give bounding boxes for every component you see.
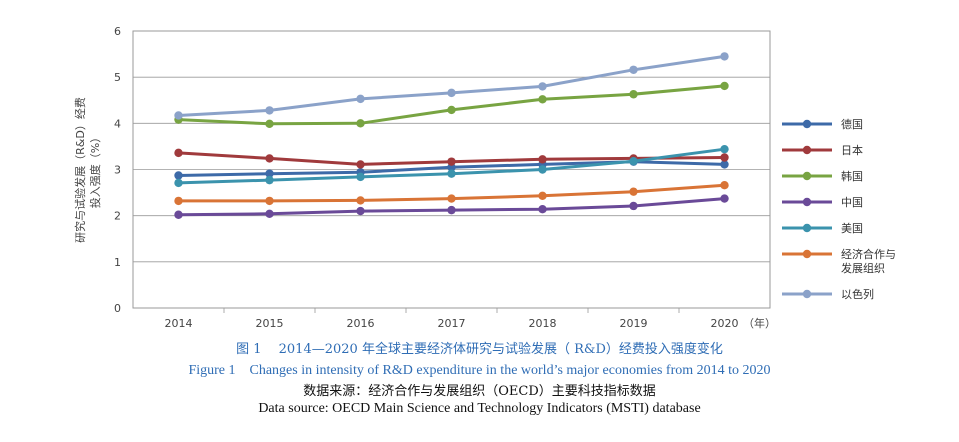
data-point — [720, 52, 729, 61]
data-point — [356, 94, 365, 104]
y-axis-title-line2: 投入强度（%） — [88, 132, 102, 208]
figure-caption-cn: 图 1 2014—2020 年全球主要经济体研究与试验发展（ R&D）经费投入强… — [236, 342, 723, 357]
x-axis-unit: （年） — [743, 316, 776, 330]
y-tick-label: 1 — [114, 256, 121, 269]
figure-caption-en: Figure 1 Changes in intensity of R&D exp… — [188, 363, 771, 378]
x-tick-label: 2015 — [256, 317, 284, 330]
data-point — [174, 196, 183, 206]
data-point — [174, 171, 183, 180]
data-point — [538, 82, 547, 91]
legend-label: 美国 — [841, 222, 863, 235]
series-lines — [174, 52, 729, 219]
data-point — [174, 111, 183, 120]
y-tick-label: 4 — [114, 117, 121, 130]
data-point — [265, 119, 274, 128]
legend-label-continued: 发展组织 — [841, 261, 885, 275]
data-point — [356, 196, 365, 205]
data-point — [356, 172, 365, 182]
data-point — [629, 187, 638, 196]
data-point — [720, 153, 729, 162]
y-tick-label: 5 — [114, 71, 121, 84]
y-tick-label: 6 — [114, 25, 121, 38]
x-tick-label: 2020 — [711, 317, 739, 330]
x-tick-label: 2014 — [165, 317, 193, 330]
data-point — [720, 180, 729, 190]
data-point — [720, 144, 729, 154]
data-point — [720, 160, 729, 169]
legend-swatch-marker — [802, 289, 812, 299]
data-point — [447, 157, 456, 166]
data-point — [356, 206, 365, 216]
line-chart: 0 1 2 3 4 5 6 2014 2015 2016 2017 2018 2019 2020 德国日本… — [73, 25, 896, 330]
data-point — [265, 196, 274, 206]
data-point — [447, 194, 456, 203]
y-tick-label: 0 — [114, 302, 121, 315]
data-point — [265, 175, 274, 185]
x-tick-label: 2018 — [529, 317, 557, 330]
x-tick-label: 2019 — [620, 317, 648, 330]
axes: 0 1 2 3 4 5 6 2014 2015 2016 2017 2018 2019 2020 — [114, 25, 739, 330]
legend-swatch-marker — [802, 119, 812, 129]
legend-label: 日本 — [841, 143, 863, 157]
data-point — [629, 201, 638, 211]
data-point — [447, 88, 456, 98]
data-point — [538, 205, 547, 214]
data-point — [720, 194, 729, 203]
legend-swatch-marker — [802, 249, 812, 259]
data-source-cn: 数据来源：经济合作与发展组织（OECD）主要科技指标数据 — [303, 384, 656, 399]
data-point — [629, 90, 638, 99]
y-tick-label: 2 — [114, 210, 121, 223]
data-point — [629, 156, 638, 166]
legend-label: 韩国 — [841, 169, 863, 183]
data-point — [265, 209, 274, 219]
data-point — [265, 106, 274, 115]
legend-swatch-marker — [802, 171, 812, 181]
data-point — [538, 165, 547, 174]
data-point — [538, 191, 547, 201]
data-point — [447, 105, 456, 115]
y-axis-title-line1: 研究与试验发展（R&D）经费 — [73, 97, 87, 243]
data-point — [447, 169, 456, 178]
data-point — [356, 119, 365, 128]
legend-swatch-marker — [802, 223, 812, 233]
y-tick-label: 3 — [114, 164, 121, 177]
x-tick-label: 2017 — [438, 317, 466, 330]
data-point — [174, 210, 183, 219]
data-point — [356, 160, 365, 169]
data-point — [720, 81, 729, 91]
data-point — [538, 155, 547, 164]
legend-label: 以色列 — [841, 287, 874, 301]
data-point — [174, 148, 183, 158]
data-point — [629, 65, 638, 74]
data-source-en: Data source: OECD Main Science and Techn… — [258, 401, 701, 416]
legend-label: 中国 — [841, 196, 863, 209]
legend-swatch-marker — [802, 197, 812, 207]
data-point — [265, 154, 274, 163]
x-tick-label: 2016 — [347, 317, 375, 330]
data-point — [447, 205, 456, 215]
data-point — [174, 178, 183, 188]
legend-swatch-marker — [802, 145, 812, 155]
data-point — [265, 169, 274, 178]
legend-label: 经济合作与 — [841, 247, 896, 261]
legend-label: 德国 — [841, 117, 863, 131]
data-point — [538, 95, 547, 104]
